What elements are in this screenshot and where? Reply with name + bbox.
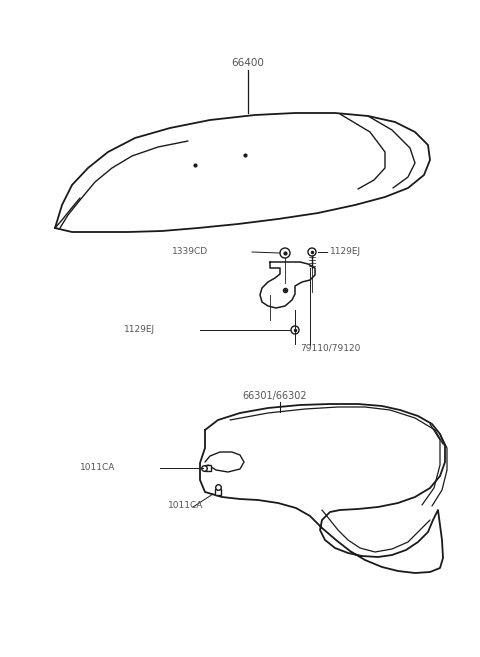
Text: 1129EJ: 1129EJ: [124, 325, 155, 334]
Text: 1339CD: 1339CD: [172, 248, 208, 256]
Text: 1129EJ: 1129EJ: [330, 248, 361, 256]
Text: 66400: 66400: [231, 58, 264, 68]
Text: 79110/79120: 79110/79120: [300, 344, 360, 353]
Text: 1011CA: 1011CA: [80, 463, 115, 472]
Text: 66301/66302: 66301/66302: [243, 391, 307, 401]
Text: 1011CA: 1011CA: [168, 501, 204, 510]
